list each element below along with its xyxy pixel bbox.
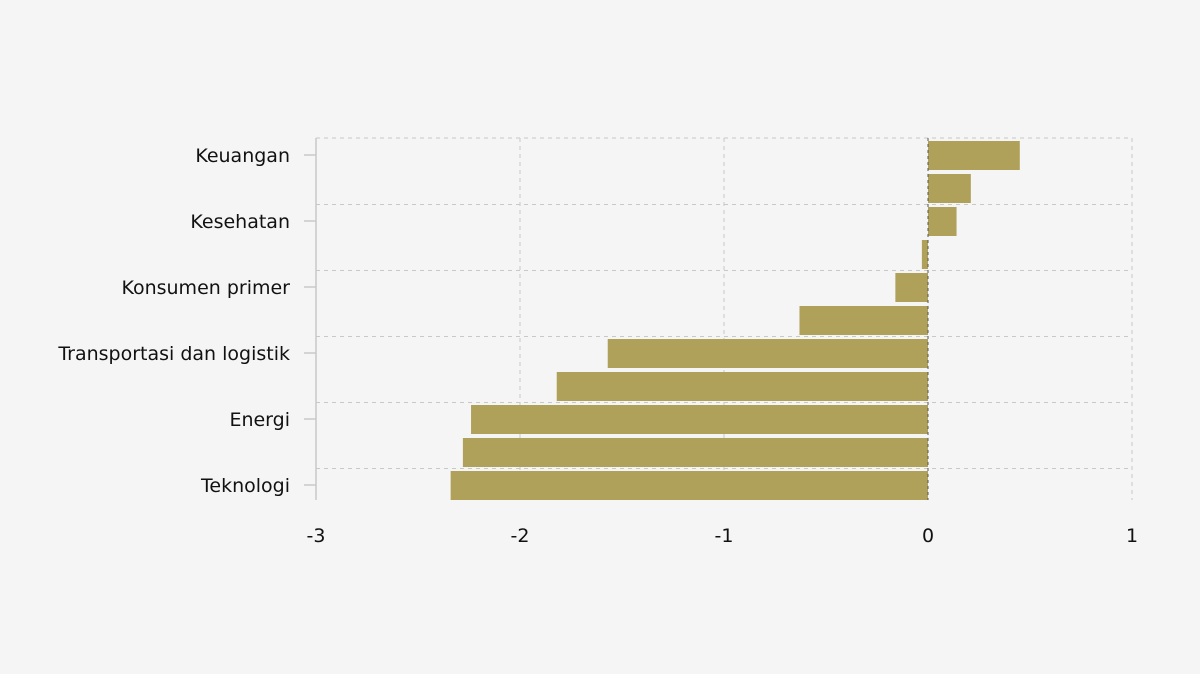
bar	[928, 141, 1020, 170]
bar	[921, 240, 928, 269]
bars	[450, 141, 1020, 500]
y-tick-label: Keuangan	[195, 145, 290, 167]
bar	[556, 372, 928, 401]
bar	[928, 174, 971, 203]
bar	[799, 306, 928, 335]
y-tick-label: Kesehatan	[190, 211, 290, 233]
bar	[895, 273, 928, 302]
bar	[471, 405, 928, 434]
axes	[304, 138, 929, 500]
y-tick-label: Energi	[229, 409, 290, 431]
x-tick-label: -2	[511, 525, 530, 547]
bar	[607, 339, 928, 368]
x-tick-label: 1	[1126, 525, 1138, 547]
grid	[315, 137, 1133, 500]
y-tick-label: Konsumen primer	[121, 277, 290, 299]
y-tick-label: Transportasi dan logistik	[57, 343, 290, 365]
x-tick-label: 0	[922, 525, 934, 547]
x-tick-label: -1	[715, 525, 734, 547]
x-tick-label: -3	[307, 525, 326, 547]
bar	[462, 438, 928, 467]
bar	[450, 471, 928, 500]
labels: Keuangan Kesehatan Konsumen primer Transpor…	[57, 145, 1138, 547]
y-tick-label: Teknologi	[200, 475, 290, 497]
bar	[928, 207, 957, 236]
